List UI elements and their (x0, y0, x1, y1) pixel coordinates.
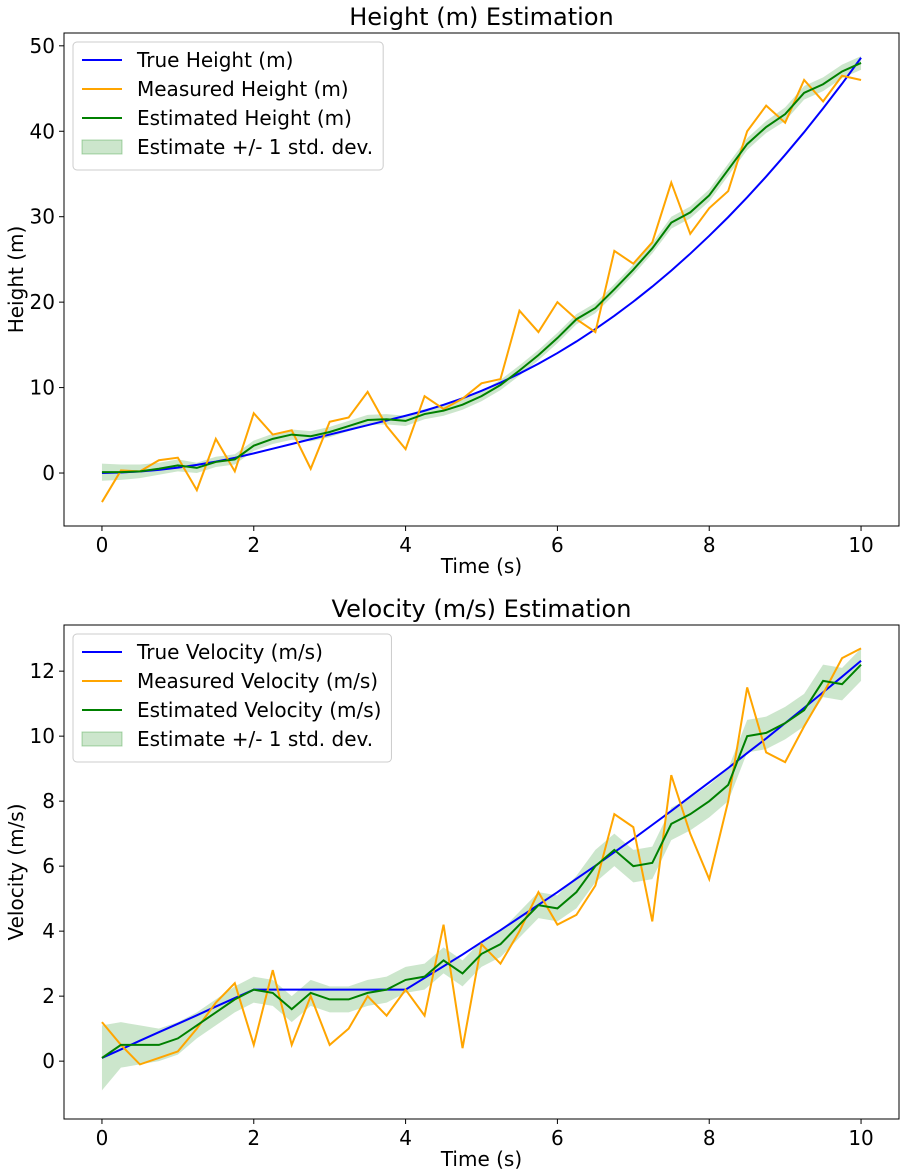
y-tick-label: 0 (42, 1049, 55, 1073)
series-line (101, 61, 862, 474)
x-axis-label: Time (s) (440, 1147, 522, 1171)
series-line (101, 663, 862, 1059)
legend-label: Estimate +/- 1 std. dev. (137, 727, 373, 751)
x-tick-label: 0 (96, 1126, 109, 1150)
legend-label: True Height (m) (136, 48, 293, 72)
axes-frame (63, 624, 900, 1120)
subplot: 0 2 4 6 8 10 0 2 4 6 8 10 12 Velocity (m/s) Estimatio… (4, 595, 900, 1171)
y-tick-label: 10 (30, 724, 55, 748)
legend-box (72, 633, 392, 763)
y-tick-label: 4 (42, 919, 55, 943)
x-tick-label: 6 (551, 1126, 564, 1150)
legend-swatch (81, 139, 123, 155)
plot-area (101, 647, 862, 1091)
x-tick-label: 8 (703, 1126, 716, 1150)
y-tick-label: 10 (30, 376, 55, 400)
x-tick-label: 4 (399, 1126, 412, 1150)
x-tick-label: 8 (703, 533, 716, 557)
y-tick-label: 8 (42, 789, 55, 813)
chart-title: Height (m) Estimation (349, 3, 614, 31)
x-tick-label: 6 (551, 533, 564, 557)
x-tick-label: 4 (399, 533, 412, 557)
legend-label: Measured Height (m) (137, 77, 349, 101)
x-axis-label: Time (s) (440, 554, 522, 578)
series-line (101, 647, 862, 1066)
legend: True Height (m) Measured Height (m) Estima… (72, 41, 384, 171)
legend-box (72, 41, 384, 171)
legend-swatch (81, 731, 123, 747)
axes-frame (63, 32, 900, 527)
legend-label: Estimated Velocity (m/s) (137, 698, 381, 722)
plot-area (101, 56, 862, 503)
x-tick-label: 2 (247, 533, 260, 557)
subplot: 0 2 4 6 8 10 0 10 20 30 40 50 Height (m) Estimation T… (4, 3, 900, 578)
y-axis-label: Velocity (m/s) (4, 803, 28, 940)
x-tick-label: 10 (848, 533, 873, 557)
legend-label: Measured Velocity (m/s) (137, 669, 378, 693)
y-tick-label: 30 (30, 205, 55, 229)
y-tick-label: 50 (30, 34, 55, 58)
legend: True Velocity (m/s) Measured Velocity (m/… (72, 633, 392, 763)
x-tick-label: 0 (96, 533, 109, 557)
x-tick-label: 10 (848, 1126, 873, 1150)
x-tick-label: 2 (247, 1126, 260, 1150)
y-tick-label: 0 (42, 461, 55, 485)
chart-title: Velocity (m/s) Estimation (332, 595, 632, 623)
legend-label: Estimate +/- 1 std. dev. (137, 135, 373, 159)
y-tick-label: 12 (30, 659, 55, 683)
y-tick-label: 2 (42, 984, 55, 1008)
y-tick-label: 40 (30, 119, 55, 143)
legend-label: True Velocity (m/s) (136, 640, 323, 664)
std-band (101, 648, 862, 1091)
y-tick-label: 20 (30, 290, 55, 314)
legend-label: Estimated Height (m) (137, 106, 352, 130)
y-axis-label: Height (m) (4, 226, 28, 334)
y-tick-label: 6 (42, 854, 55, 878)
